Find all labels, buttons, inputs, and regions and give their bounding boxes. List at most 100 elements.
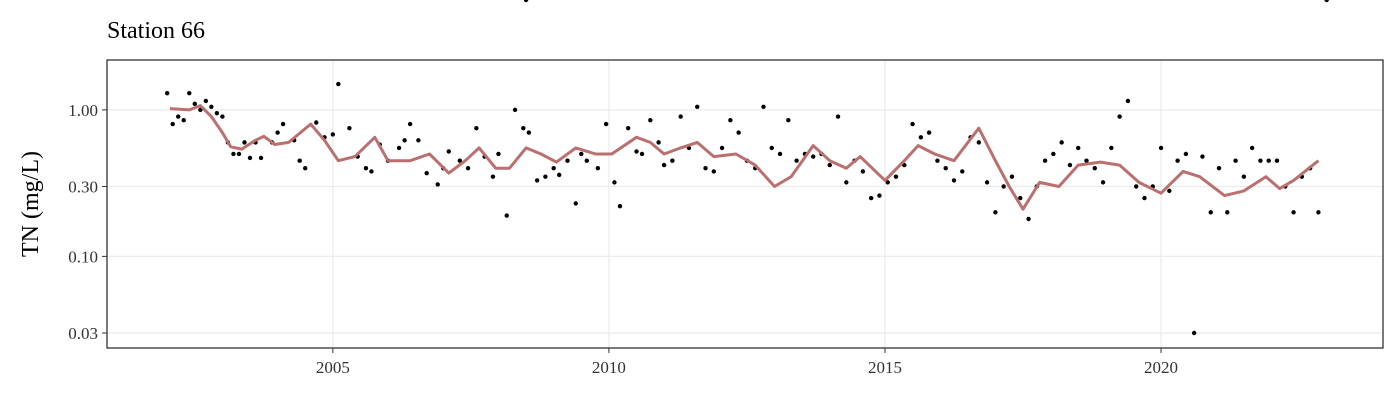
data-point [242,140,247,145]
data-point [626,125,631,131]
data-point [918,135,924,140]
data-point [314,120,319,125]
data-point [777,151,783,157]
data-point [457,158,463,163]
data-point [1092,165,1097,171]
x-tick-label: 2010 [592,358,626,377]
data-point [543,174,548,179]
data-point [1258,158,1263,163]
data-point [435,182,440,187]
data-point [1018,195,1023,201]
data-point [1200,154,1205,159]
data-point [639,151,645,157]
data-point [557,172,562,178]
panel-border [106,59,1384,349]
data-point [220,114,225,119]
data-point [573,201,578,206]
data-point [703,165,708,171]
data-point [951,178,957,183]
data-point [868,195,874,201]
data-point [661,162,667,168]
chart-title: Station 66 [107,18,205,44]
data-point [1059,140,1064,145]
data-point [885,180,890,185]
data-point [1117,114,1122,119]
data-point [984,180,990,185]
data-point [935,158,940,163]
data-point [1225,210,1230,215]
data-point [1142,195,1147,201]
data-point [678,114,683,119]
data-point [1009,174,1015,179]
x-tick-label: 2005 [316,358,350,377]
data-point [1233,158,1238,163]
data-point [1076,145,1081,151]
data-point [231,151,236,157]
data-point [181,118,186,123]
data-point [595,165,601,171]
data-point [192,101,197,107]
data-point [1158,145,1164,151]
data-point [835,114,841,119]
x-tick-label: 2020 [1144,358,1178,377]
data-point [1183,151,1189,157]
data-point [330,132,336,137]
data-point [786,118,791,123]
data-point [1316,210,1321,215]
data-point [336,81,341,87]
data-point [176,114,181,119]
smooth-line [169,104,1320,211]
data-point [810,154,816,159]
data-point [877,193,882,198]
data-point [170,121,175,127]
data-point [993,210,998,215]
y-tick-label: 1.00 [68,101,98,120]
data-point [656,140,661,145]
x-tick-label: 2015 [868,358,902,377]
data-point [648,118,653,123]
data-point [369,169,374,174]
data-point [565,158,570,163]
data-point [670,158,675,163]
y-axis-label: TN (mg/L) [18,151,44,257]
data-point [827,162,832,168]
data-point [728,118,733,123]
data-point [490,174,496,179]
data-point [474,125,479,131]
data-point [1100,180,1106,185]
data-point [402,138,407,143]
data-point [407,121,413,127]
data-point [794,158,799,163]
data-point [719,145,725,151]
data-point [1067,162,1073,168]
data-point [209,104,214,109]
data-point [1084,158,1089,163]
data-point [943,165,948,171]
data-point [424,170,429,176]
data-point [584,158,590,163]
y-tick-label: 0.10 [68,247,98,266]
data-point [1249,145,1255,151]
data-point [416,138,421,143]
data-point [521,125,526,131]
data-point [1216,165,1222,171]
data-point [1133,184,1139,189]
data-point [960,169,965,174]
data-point [303,165,308,171]
data-point [1167,188,1172,194]
data-point [247,155,253,161]
data-point [446,149,451,154]
data-point [1191,330,1197,336]
data-point [496,151,501,157]
data-point [396,145,402,151]
data-point [347,125,352,131]
data-point [634,149,639,154]
data-point [893,174,899,179]
data-point [512,107,518,113]
data-point [297,158,302,163]
data-point [1042,158,1048,163]
data-point [1208,210,1213,215]
data-point [579,151,584,157]
data-point [860,169,866,174]
